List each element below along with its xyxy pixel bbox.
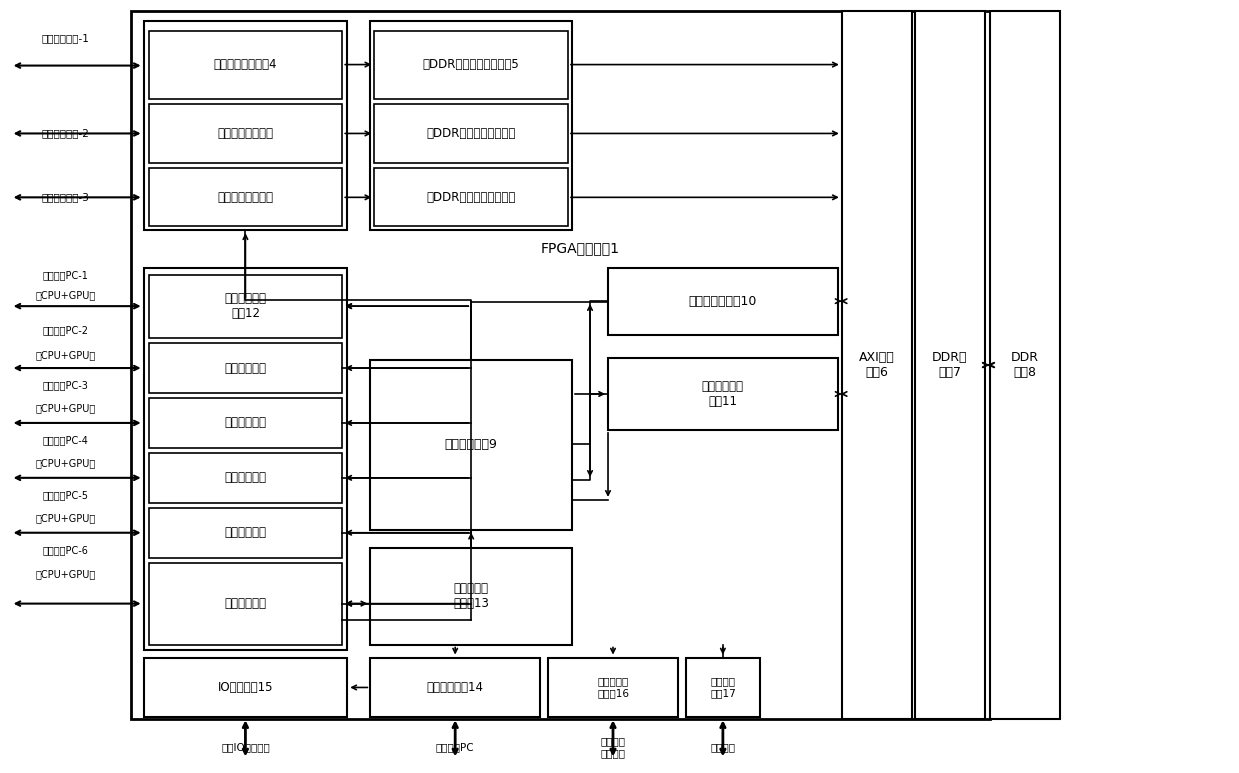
Bar [144,268,347,649]
Text: 图像数据接收模块: 图像数据接收模块 [217,191,274,204]
Bar [149,31,342,98]
Text: 连接IO控制单元: 连接IO控制单元 [221,742,270,752]
Bar [841,11,912,720]
Bar [149,169,342,226]
Bar [370,21,572,230]
Bar [370,548,572,645]
Text: 【CPU+GPU】: 【CPU+GPU】 [36,512,95,523]
Text: 图像数据接收模块4: 图像数据接收模块4 [213,58,278,71]
Text: 图像数据接收模块: 图像数据接收模块 [217,127,274,140]
Text: 连接计算PC-5: 连接计算PC-5 [42,490,89,500]
Text: AXI总线
互联6: AXI总线 互联6 [859,351,895,379]
Text: DDR
内存8: DDR 内存8 [1011,351,1038,379]
Text: 【CPU+GPU】: 【CPU+GPU】 [36,458,95,468]
Text: 数据分发传输: 数据分发传输 [224,526,266,540]
Bar [130,11,990,720]
Text: 连接计算PC-2: 连接计算PC-2 [42,325,89,335]
Text: 数据分发传输: 数据分发传输 [224,417,266,430]
Text: 连接采集单元-2: 连接采集单元-2 [42,128,89,138]
Bar [374,31,567,98]
Bar [374,169,567,226]
Bar [149,104,342,163]
Text: 数据分发控制
模块11: 数据分发控制 模块11 [701,380,743,408]
Text: 数据分发传输
模块12: 数据分发传输 模块12 [224,292,266,320]
Bar [370,658,540,717]
Text: 【CPU+GPU】: 【CPU+GPU】 [36,403,95,413]
Text: 连接计算PC-1: 连接计算PC-1 [42,271,88,280]
Bar [374,104,567,163]
Bar [149,453,342,502]
Bar [149,343,342,393]
Text: 数据分发传输: 数据分发传输 [224,597,266,610]
Text: 分析处理结
果模块13: 分析处理结 果模块13 [453,581,489,610]
Text: 【CPU+GPU】: 【CPU+GPU】 [36,350,95,360]
Text: 连接计算PC-6: 连接计算PC-6 [42,545,88,555]
Text: IO控制模块15: IO控制模块15 [218,681,273,694]
Text: 【CPU+GPU】: 【CPU+GPU】 [36,290,95,300]
Text: 连接控制PC: 连接控制PC [436,742,475,752]
Bar [686,658,760,717]
Text: 写DDR数据格式转换模块5: 写DDR数据格式转换模块5 [422,58,519,71]
Text: 点屏信号生
成模块16: 点屏信号生 成模块16 [597,676,629,698]
Text: 【CPU+GPU】: 【CPU+GPU】 [36,570,95,580]
Text: 流程控制模块9: 流程控制模块9 [445,438,498,451]
Text: FPGA处理平台1: FPGA处理平台1 [540,241,620,255]
Text: 交互控制模块14: 交互控制模块14 [426,681,483,694]
Text: 连接采集单元-1: 连接采集单元-1 [42,34,89,43]
Text: DDR控
制器7: DDR控 制器7 [932,351,968,379]
Text: 连接计算PC-4: 连接计算PC-4 [42,435,88,445]
Text: 写DDR数据格式转换模块: 写DDR数据格式转换模块 [426,191,515,204]
Bar [370,360,572,530]
Text: 数据分发传输: 数据分发传输 [224,472,266,485]
Text: 写DDR数据格式转换模块: 写DDR数据格式转换模块 [426,127,515,140]
Bar [149,275,342,338]
Text: 数据分发传输: 数据分发传输 [224,362,266,375]
Text: 级联控制
模块17: 级联控制 模块17 [710,676,736,698]
Text: 连接采集单元-3: 连接采集单元-3 [42,192,89,203]
Text: 连接计算PC-3: 连接计算PC-3 [42,380,88,390]
Text: 连接信号
扩展单元: 连接信号 扩展单元 [601,737,626,758]
Bar [548,658,678,717]
Bar [990,11,1059,720]
Bar [914,11,985,720]
Bar [149,508,342,557]
Text: 级联扩展: 级联扩展 [710,742,736,752]
Bar [144,21,347,230]
Text: 图像处理加速器10: 图像处理加速器10 [689,295,757,308]
Bar [149,398,342,448]
Bar [149,563,342,645]
Bar [608,358,838,430]
Bar [608,268,838,335]
Bar [144,658,347,717]
